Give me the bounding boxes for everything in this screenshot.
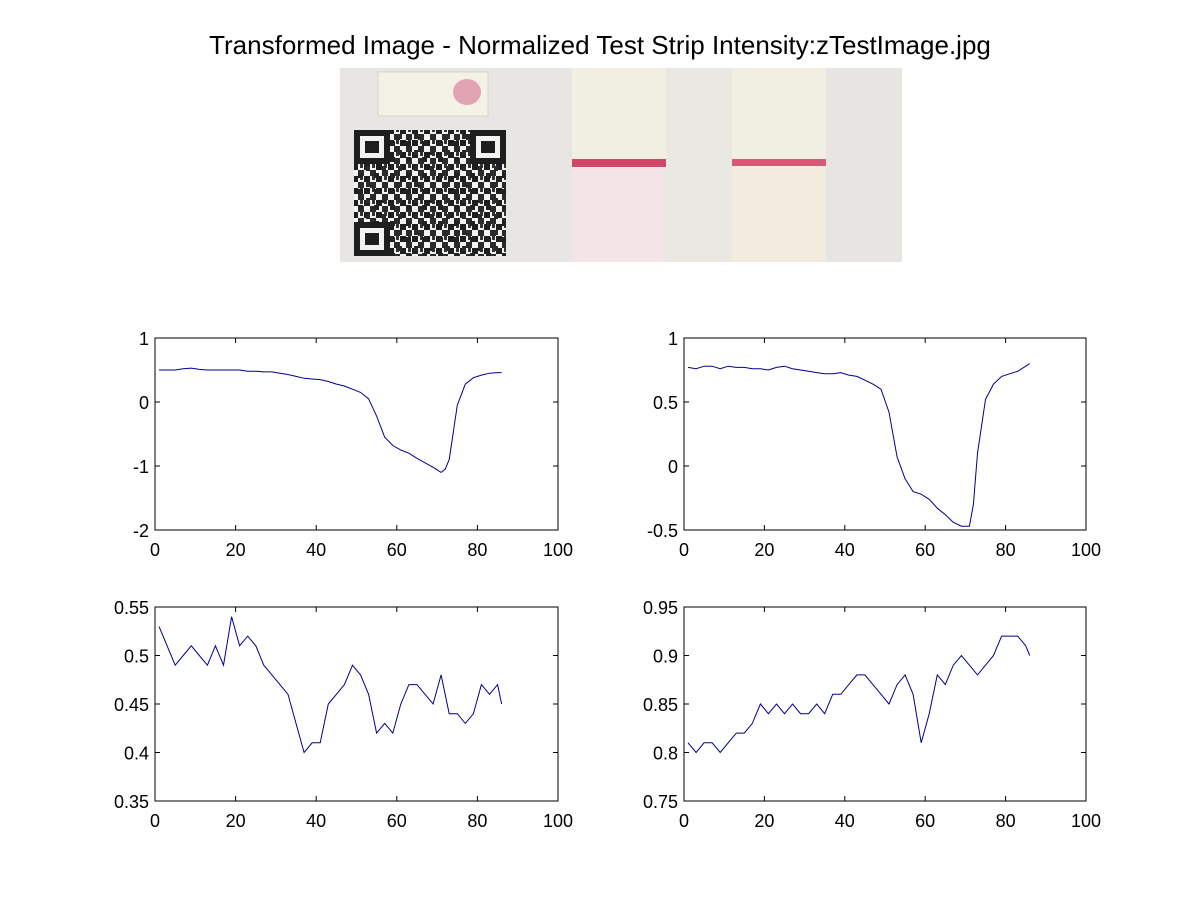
y-tick-label: 0.9 bbox=[653, 647, 678, 667]
x-tick-label: 0 bbox=[150, 540, 160, 560]
y-tick-label: -1 bbox=[133, 457, 149, 477]
x-tick-label: 60 bbox=[387, 811, 407, 831]
axes-box bbox=[155, 607, 558, 801]
x-tick-label: 20 bbox=[226, 811, 246, 831]
x-tick-label: 60 bbox=[915, 540, 935, 560]
subplot-4: 0 20 40 60 80 100 0.95 0.9 0.85 0.8 0.75 bbox=[643, 598, 1101, 831]
y-tick-label: 1 bbox=[139, 329, 149, 349]
x-tick-label: 80 bbox=[467, 540, 487, 560]
x-tick-label: 20 bbox=[754, 540, 774, 560]
axes-box bbox=[155, 338, 558, 530]
x-tick-label: 0 bbox=[679, 811, 689, 831]
x-tick-label: 0 bbox=[150, 811, 160, 831]
y-tick-label: 0.55 bbox=[114, 598, 149, 618]
y-tick-label: 0 bbox=[139, 393, 149, 413]
x-tick-label: 100 bbox=[543, 811, 573, 831]
axes-box bbox=[684, 338, 1086, 530]
x-tick-label: 40 bbox=[306, 811, 326, 831]
subplot-1: 0 20 40 60 80 100 1 0 -1 -2 bbox=[133, 329, 573, 560]
y-tick-label: 0.5 bbox=[124, 647, 149, 667]
x-tick-label: 60 bbox=[387, 540, 407, 560]
x-tick-label: 40 bbox=[835, 540, 855, 560]
y-tick-label: 0.75 bbox=[643, 792, 678, 812]
y-tick-label: 0.8 bbox=[653, 744, 678, 764]
y-tick-label: -2 bbox=[133, 521, 149, 541]
y-tick-label: 0.5 bbox=[653, 393, 678, 413]
x-tick-label: 60 bbox=[915, 811, 935, 831]
x-tick-label: 80 bbox=[467, 811, 487, 831]
y-tick-label: 1 bbox=[668, 329, 678, 349]
x-tick-label: 20 bbox=[226, 540, 246, 560]
y-tick-label: 0.4 bbox=[124, 744, 149, 764]
x-tick-label: 80 bbox=[996, 811, 1016, 831]
x-tick-label: 100 bbox=[543, 540, 573, 560]
x-tick-label: 80 bbox=[996, 540, 1016, 560]
x-tick-label: 20 bbox=[754, 811, 774, 831]
y-tick-label: -0.5 bbox=[647, 521, 678, 541]
y-tick-label: 0 bbox=[668, 457, 678, 477]
y-tick-label: 0.35 bbox=[114, 792, 149, 812]
x-tick-label: 100 bbox=[1071, 811, 1101, 831]
x-tick-label: 100 bbox=[1071, 540, 1101, 560]
x-tick-label: 0 bbox=[679, 540, 689, 560]
x-tick-label: 40 bbox=[306, 540, 326, 560]
subplot-3: 0 20 40 60 80 100 0.55 0.5 0.45 0.4 0.35 bbox=[114, 598, 573, 831]
y-tick-label: 0.45 bbox=[114, 695, 149, 715]
x-tick-label: 40 bbox=[835, 811, 855, 831]
y-tick-label: 0.95 bbox=[643, 598, 678, 618]
y-tick-label: 0.85 bbox=[643, 695, 678, 715]
axes-box bbox=[684, 607, 1086, 801]
